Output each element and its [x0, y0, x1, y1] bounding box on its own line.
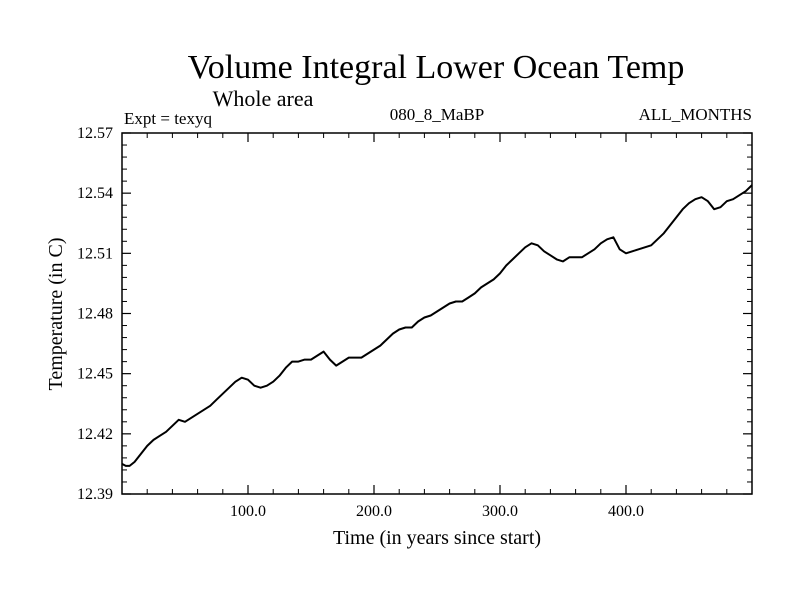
y-tick-label: 12.57 — [77, 125, 113, 142]
y-tick-label: 12.54 — [77, 185, 113, 202]
series-line — [121, 184, 753, 467]
x-tick-label: 200.0 — [356, 503, 392, 520]
period-label: 080_8_MaBP — [390, 105, 484, 124]
y-tick-label: 12.48 — [77, 306, 113, 323]
months-label: ALL_MONTHS — [639, 105, 752, 124]
y-tick-label: 12.42 — [77, 426, 113, 443]
x-axis-label: Time (in years since start) — [333, 527, 541, 549]
x-tick-label: 300.0 — [482, 503, 518, 520]
y-tick-label: 12.45 — [77, 366, 113, 383]
x-tick-label: 400.0 — [608, 503, 644, 520]
chart-subtitle: Whole area — [213, 86, 314, 111]
chart-title: Volume Integral Lower Ocean Temp — [188, 49, 685, 86]
y-tick-label: 12.39 — [77, 486, 113, 503]
x-tick-label: 100.0 — [230, 503, 266, 520]
experiment-label: Expt = texyq — [124, 109, 212, 128]
y-axis-label: Temperature (in C) — [45, 238, 67, 391]
plot-frame — [121, 132, 753, 495]
y-tick-label: 12.51 — [77, 245, 113, 262]
